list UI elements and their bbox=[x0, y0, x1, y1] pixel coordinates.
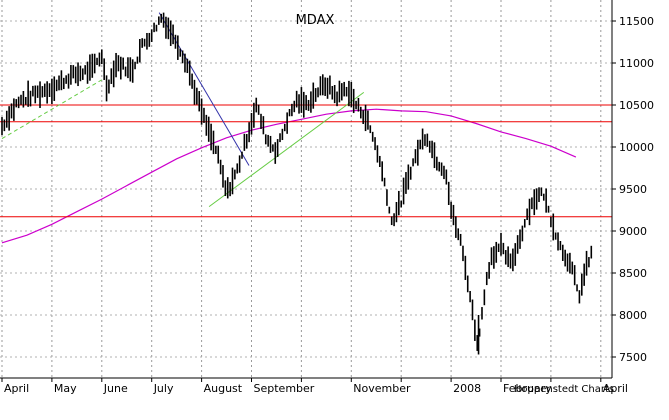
x-tick-label: 2008 bbox=[453, 382, 481, 395]
y-tick-label: 8500 bbox=[619, 267, 647, 280]
x-tick-label: August bbox=[204, 382, 243, 395]
y-tick-label: 11000 bbox=[619, 57, 654, 70]
y-tick-label: 7500 bbox=[619, 351, 647, 364]
x-tick-label: September bbox=[254, 382, 315, 395]
y-tick-label: 10500 bbox=[619, 99, 654, 112]
y-tick-label: 8000 bbox=[619, 309, 647, 322]
x-tick-label: June bbox=[103, 382, 128, 395]
x-axis: April May June July August September November 2… bbox=[1, 378, 628, 395]
y-tick-label: 10000 bbox=[619, 141, 654, 154]
price-bars bbox=[1, 12, 593, 355]
x-tick-label: July bbox=[153, 382, 174, 395]
y-tick-label: 9000 bbox=[619, 225, 647, 238]
chart-credit: Hoppenstedt Charts bbox=[514, 384, 614, 395]
trendline bbox=[1, 79, 103, 140]
moving-average bbox=[1, 108, 577, 244]
horizontal-levels bbox=[0, 104, 612, 218]
x-tick-label: February bbox=[503, 382, 552, 395]
x-tick-label: April bbox=[4, 382, 29, 395]
trendlines bbox=[1, 12, 365, 208]
x-tick-label: April bbox=[603, 382, 628, 395]
trendline bbox=[158, 12, 250, 166]
y-axis: 11500 11000 10500 10000 9500 9000 8500 8000 7500 bbox=[612, 15, 654, 364]
moving-average-line bbox=[1, 108, 577, 244]
y-tick-label: 9500 bbox=[619, 183, 647, 196]
x-tick-label: May bbox=[54, 382, 77, 395]
x-tick-label: November bbox=[353, 382, 411, 395]
trendline bbox=[208, 91, 365, 208]
chart-title: MDAX bbox=[296, 13, 335, 28]
y-tick-label: 11500 bbox=[619, 15, 654, 28]
